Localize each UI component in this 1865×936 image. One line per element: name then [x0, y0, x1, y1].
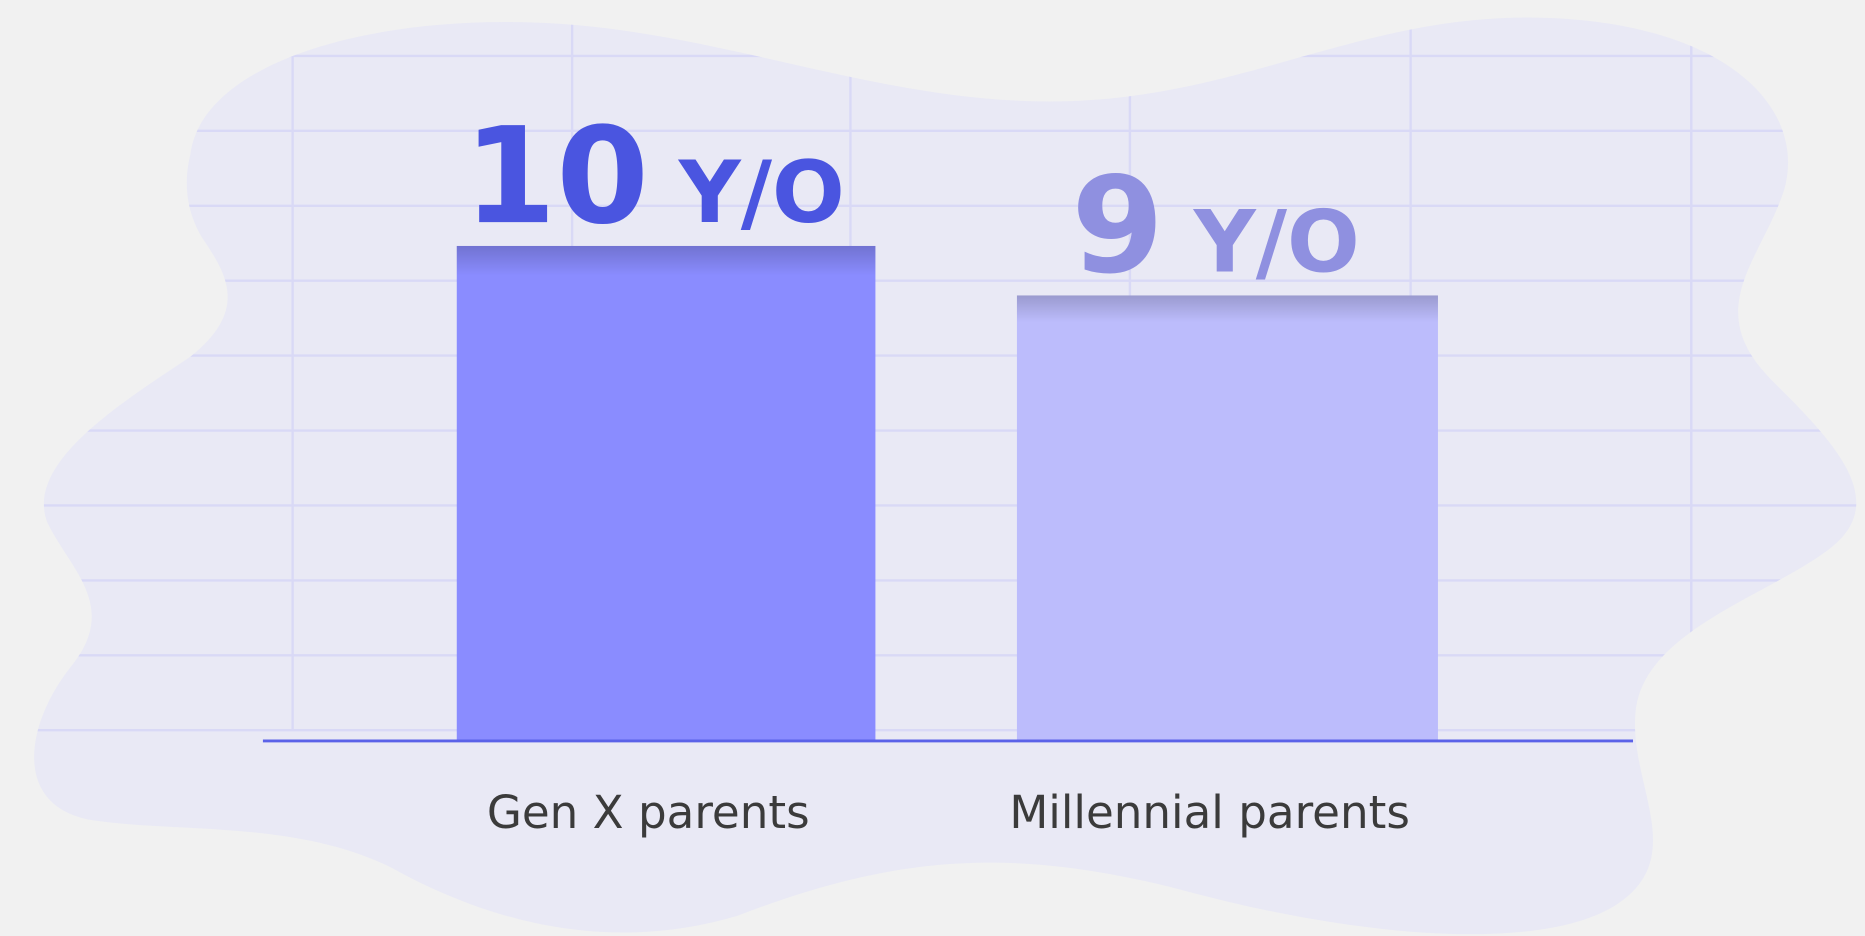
value-label: 9 Y/O — [1071, 149, 1360, 304]
bars: 10 Y/O 9 Y/O — [456, 99, 1438, 741]
bar-shade — [1016, 295, 1438, 741]
bar-shade — [456, 245, 876, 741]
value-label: 10 Y/O — [464, 99, 845, 254]
x-tick-label: Gen X parents — [487, 786, 810, 839]
x-tick-label: Millennial parents — [1009, 786, 1410, 839]
background-blob — [34, 17, 1857, 935]
